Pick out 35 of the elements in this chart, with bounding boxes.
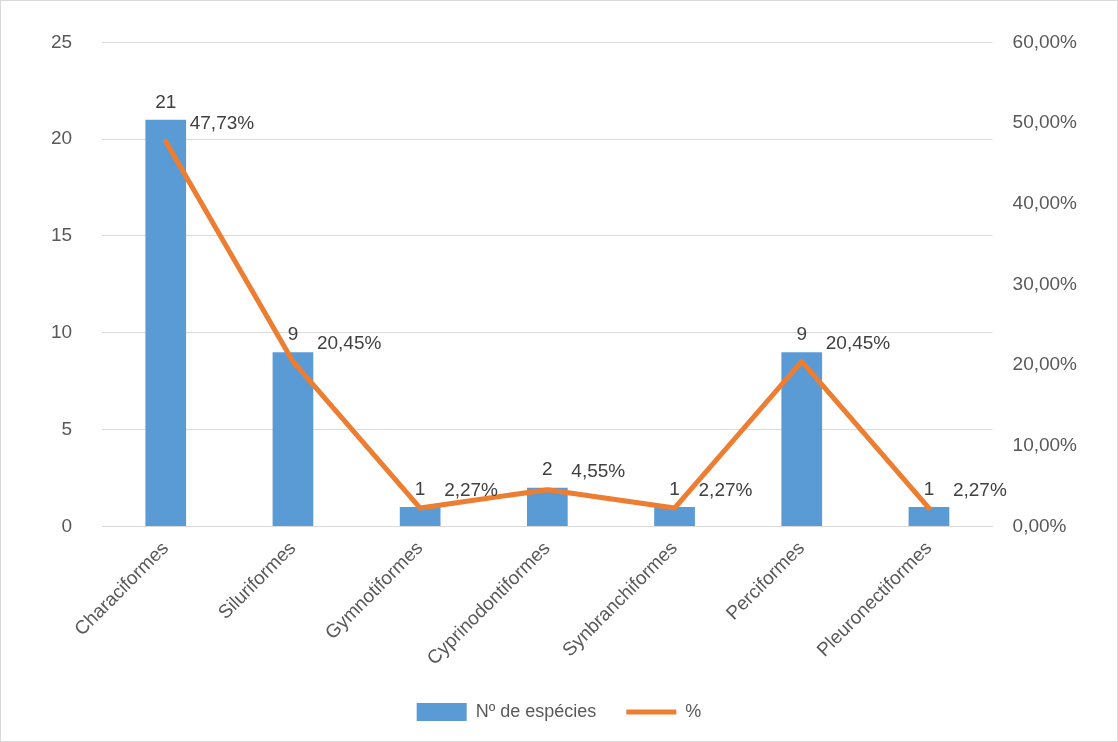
- y2-tick-label: 20,00%: [1012, 353, 1078, 375]
- bar: [654, 507, 695, 526]
- y2-tick-label: 10,00%: [1012, 433, 1078, 455]
- data-label: 2: [542, 458, 553, 480]
- bar: [908, 507, 950, 526]
- y-tick-label: 10: [50, 321, 73, 343]
- data-label: 9: [287, 322, 299, 344]
- data-label: 9: [796, 322, 808, 344]
- bar: [399, 507, 441, 526]
- data-label: 20,45%: [316, 332, 382, 354]
- y-tick-label: 0: [61, 514, 73, 536]
- y-tick-label: 5: [61, 417, 73, 439]
- y2-tick-label: 40,00%: [1012, 191, 1078, 213]
- data-label: 1: [414, 477, 426, 499]
- legend-label: Nº de espécies: [475, 700, 597, 721]
- y2-tick-label: 0,00%: [1012, 514, 1067, 536]
- legend-label: %: [685, 700, 702, 721]
- data-label: 47,73%: [189, 112, 255, 134]
- data-label: 1: [669, 477, 680, 499]
- bar: [781, 352, 823, 526]
- y2-tick-label: 60,00%: [1012, 30, 1078, 52]
- bar: [145, 119, 187, 526]
- data-label: 2,27%: [698, 478, 753, 500]
- data-label: 4,55%: [571, 460, 626, 482]
- y2-tick-label: 50,00%: [1012, 111, 1078, 133]
- data-label: 2,27%: [952, 478, 1007, 500]
- data-label: 1: [923, 477, 935, 499]
- data-label: 2,27%: [444, 478, 499, 500]
- y-tick-label: 25: [50, 30, 73, 52]
- y2-tick-label: 30,00%: [1012, 272, 1078, 294]
- data-label: 20,45%: [825, 332, 891, 354]
- bar: [272, 352, 314, 526]
- data-label: 21: [155, 90, 177, 112]
- y-tick-label: 15: [50, 224, 73, 246]
- y-tick-label: 20: [50, 127, 73, 149]
